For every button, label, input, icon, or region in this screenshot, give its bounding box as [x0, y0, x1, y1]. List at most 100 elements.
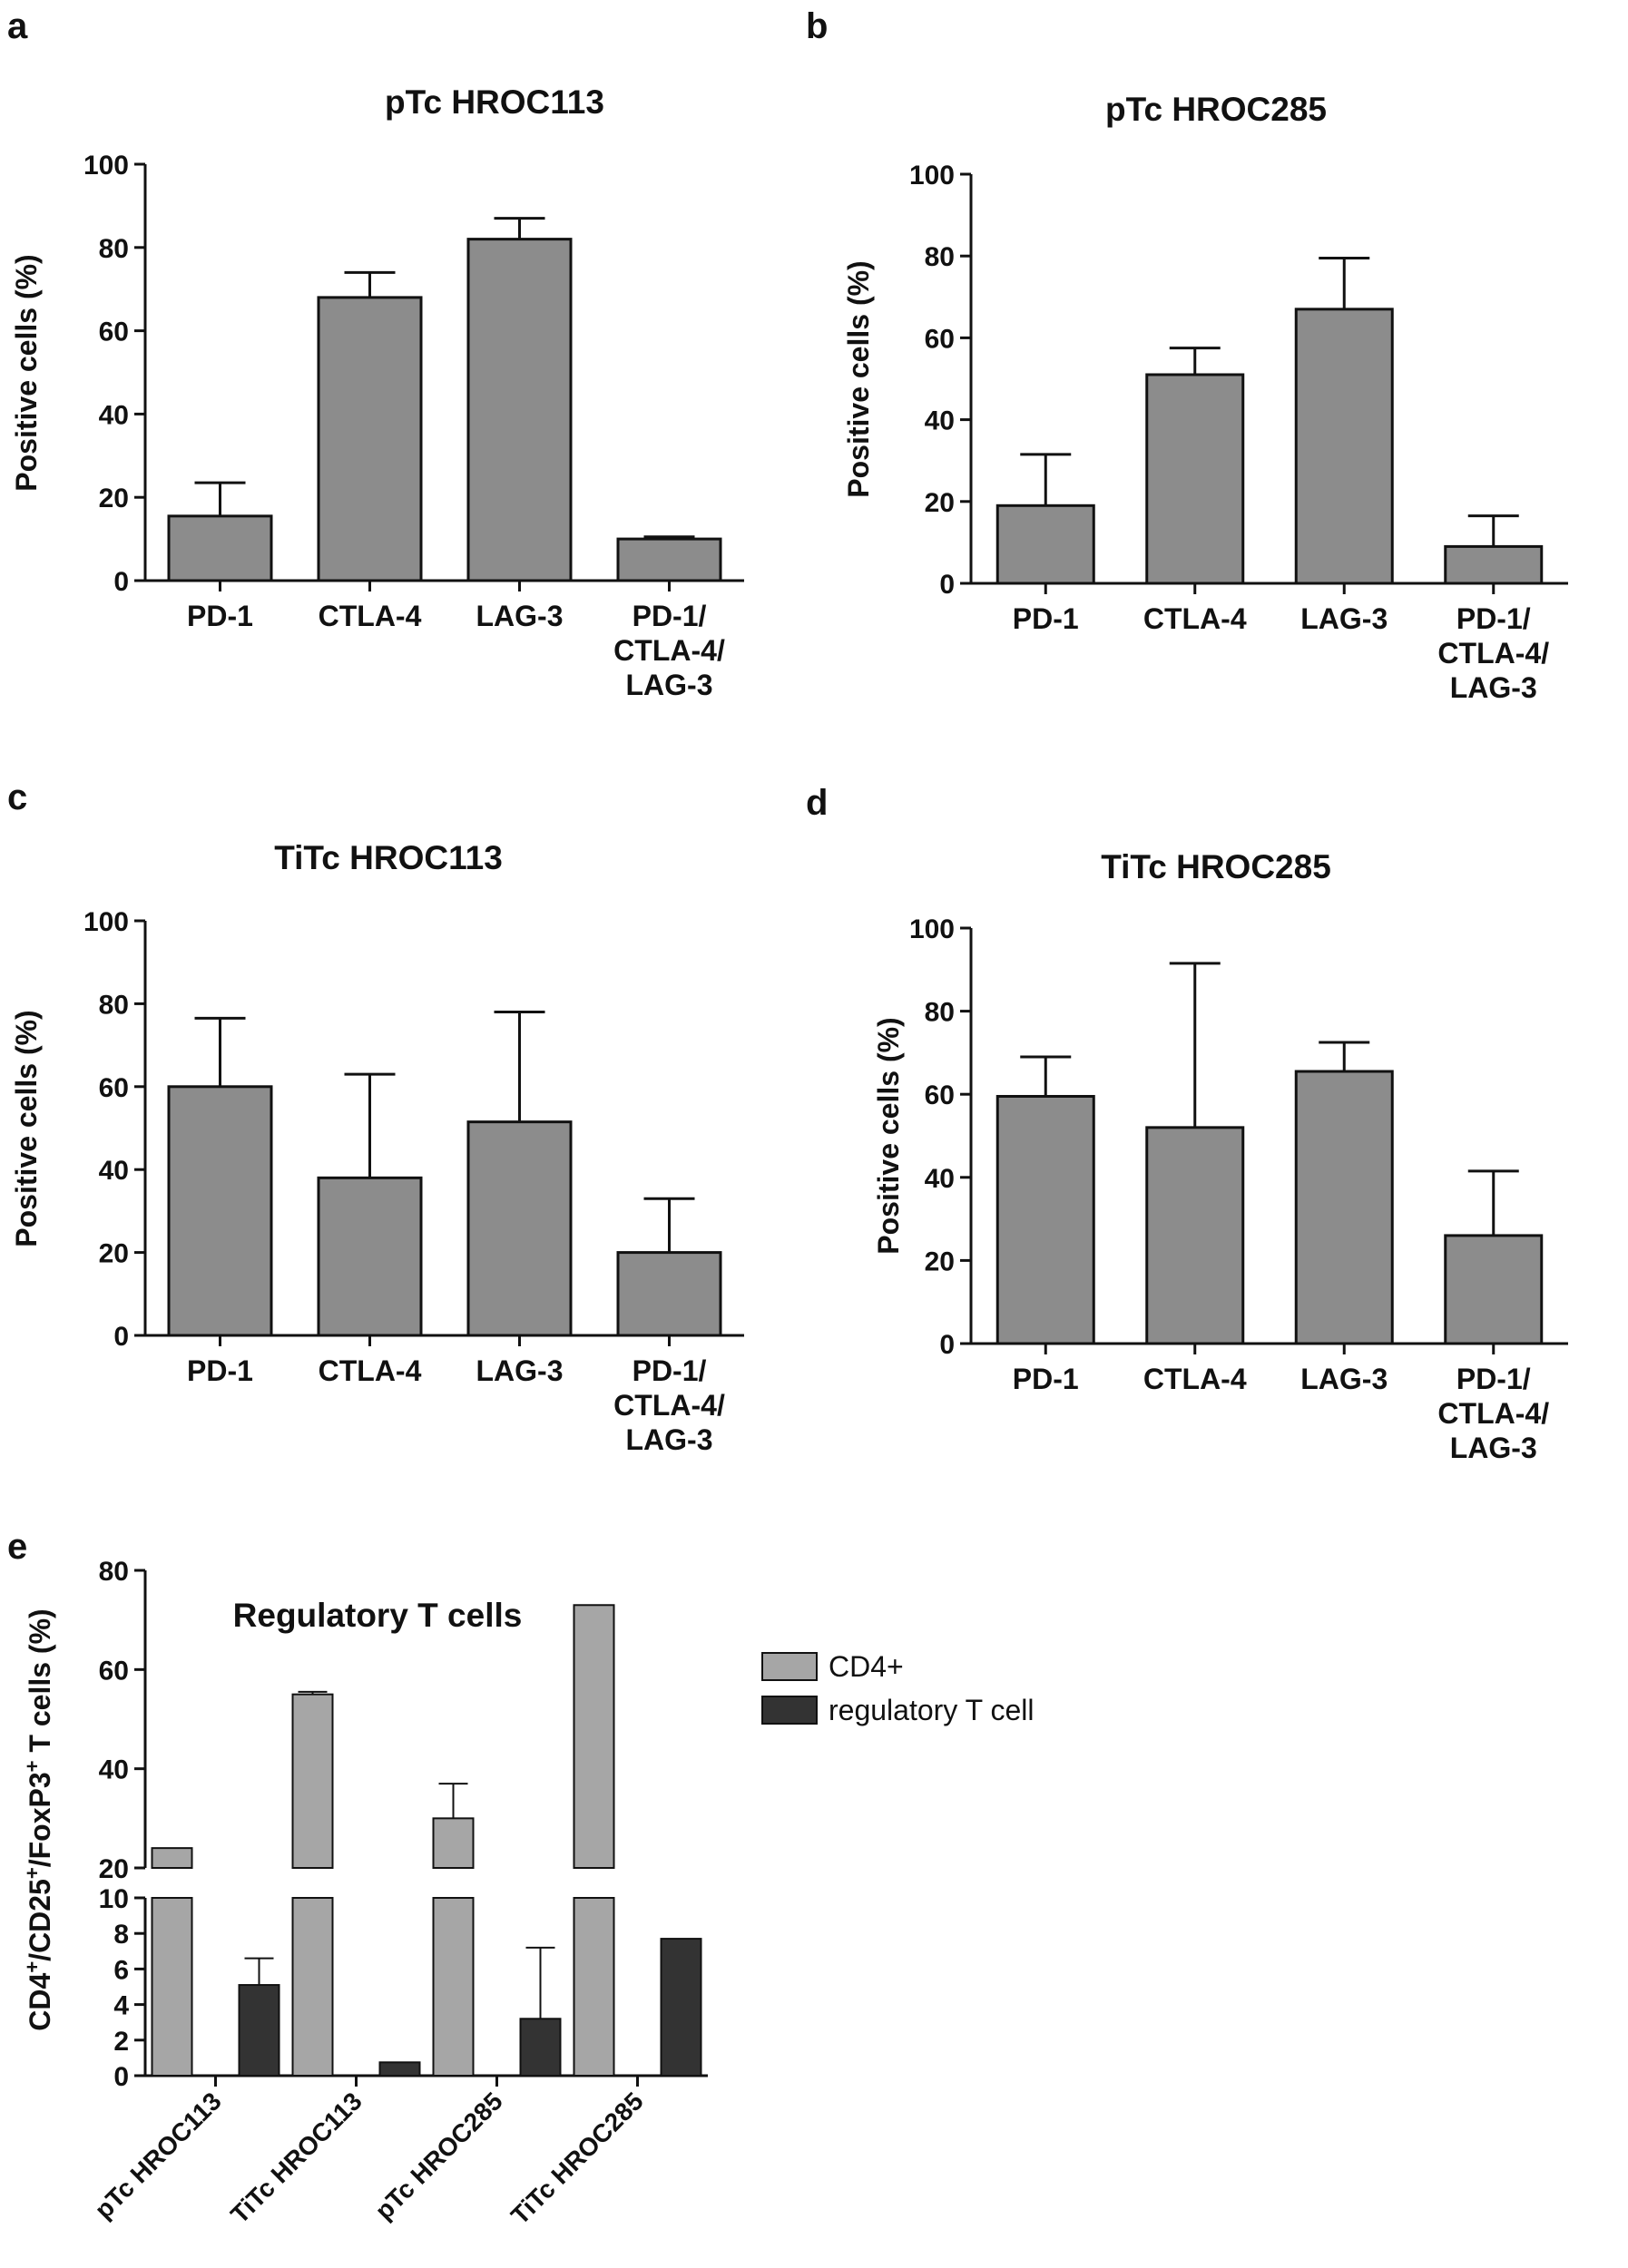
cd4-bar-ptc-hroc113-lower [151, 1897, 193, 2077]
bar-ctla-4 [1145, 373, 1245, 585]
bar-pd-1- [616, 1251, 722, 1337]
panel-letter: b [806, 6, 828, 46]
category-label: pTc HROC285 [369, 2087, 507, 2224]
cd4-bar-ptc-hroc113-upper [151, 1847, 193, 1869]
chart-panel-a: a pTc HROC113 Positive cells (%) 0 20 40 60 80 1… [7, 6, 744, 701]
legend-label: CD4+ [829, 1650, 904, 1683]
category-label: CTLA-4 [319, 1354, 422, 1387]
y-axis-label: CD4+/CD25+/FoxP3+ T cells (%) [21, 1608, 57, 2030]
y-tick-label: 0 [939, 1330, 955, 1360]
y-axis-label: Positive cells (%) [842, 260, 875, 497]
y-tick-label: 40 [925, 406, 955, 436]
legend-swatch-cd4 [761, 1652, 818, 1681]
bar-lag-3 [1294, 308, 1394, 585]
category-label: PD-1/CTLA-4/LAG-3 [1437, 602, 1549, 704]
category-label: TiTc HROC285 [505, 2087, 649, 2230]
cd4-bar-titc-hroc285-lower [573, 1897, 615, 2077]
chart-panel-c: c TiTc HROC113 Positive cells (%) 0 20 40 60 80… [7, 777, 744, 1456]
y-tick-label: 80 [99, 234, 129, 264]
y-tick-label: 20 [99, 1854, 129, 1884]
category-label: LAG-3 [476, 1354, 564, 1387]
category-label: PD-1/CTLA-4/LAG-3 [613, 600, 725, 701]
chart-title: TiTc HROC113 [274, 839, 503, 876]
treg-bar-ptc-hroc113 [238, 1984, 280, 2077]
category-label: LAG-3 [476, 600, 564, 632]
y-tick-label: 100 [909, 161, 955, 191]
bar-pd-1 [167, 1085, 273, 1337]
y-tick-label: 0 [113, 567, 129, 597]
category-label: TiTc HROC113 [225, 2087, 368, 2229]
y-tick-label: 80 [99, 990, 129, 1020]
y-tick-label: 60 [925, 324, 955, 354]
chart-panel-d: d TiTc HROC285 Positive cells (%) 0 20 40 60 80… [806, 783, 1568, 1464]
bar-lag-3 [1294, 1070, 1394, 1345]
chart-panel-e: e Regulatory T cells CD4+/CD25+/FoxP3+ T c… [7, 1527, 1034, 2230]
panel-letter: e [7, 1527, 27, 1567]
bar-pd-1- [1444, 544, 1544, 585]
bar-pd-1- [616, 537, 722, 582]
bar-pd-1 [995, 1094, 1095, 1345]
y-tick-label: 0 [939, 570, 955, 600]
y-tick-label: 20 [99, 1239, 129, 1269]
cd4-bar-titc-hroc113-lower [291, 1897, 334, 2077]
legend: CD4+ regulatory T cell [761, 1650, 1034, 1726]
bar-ctla-4 [1145, 1126, 1245, 1345]
y-tick-label: 20 [99, 484, 129, 513]
bar-pd-1 [167, 514, 273, 582]
y-tick-label: 0 [113, 1322, 129, 1352]
bar-pd-1- [1444, 1234, 1544, 1345]
y-tick-label: 20 [925, 488, 955, 518]
category-label: CTLA-4 [1143, 1363, 1247, 1395]
y-tick-label: 60 [99, 318, 129, 347]
treg-bar-titc-hroc285 [660, 1938, 702, 2077]
cd4-bar-ptc-hroc285-lower [432, 1897, 475, 2077]
category-label: PD-1/CTLA-4/LAG-3 [1437, 1363, 1549, 1464]
chart-title: pTc HROC113 [385, 83, 604, 121]
bar-pd-1 [995, 503, 1095, 585]
chart-title: TiTc HROC285 [1101, 848, 1331, 885]
category-label: CTLA-4 [319, 600, 422, 632]
y-tick-label: 2 [113, 2027, 129, 2057]
y-tick-label: 100 [83, 907, 129, 937]
y-axis-label: Positive cells (%) [10, 1010, 43, 1246]
y-tick-label: 4 [113, 1991, 129, 2021]
y-tick-label: 60 [99, 1656, 129, 1686]
y-tick-label: 0 [113, 2062, 129, 2092]
category-label: PD-1 [187, 600, 253, 632]
treg-bar-ptc-hroc285 [519, 2018, 562, 2077]
bar-ctla-4 [317, 296, 423, 582]
y-axis-label: Positive cells (%) [872, 1017, 905, 1254]
chart-title: pTc HROC285 [1105, 91, 1327, 128]
category-label: LAG-3 [1300, 1363, 1388, 1395]
chart-panel-b: b pTc HROC285 Positive cells (%) 0 20 40 60 80 1… [806, 6, 1568, 704]
panel-letter: a [7, 6, 28, 46]
y-tick-label: 20 [925, 1246, 955, 1276]
cd4-bar-titc-hroc285-upper [573, 1604, 615, 1870]
y-tick-label: 80 [99, 1557, 129, 1587]
bar-lag-3 [466, 238, 573, 582]
y-tick-label: 40 [99, 400, 129, 430]
cd4-bar-ptc-hroc285-upper [432, 1817, 475, 1870]
y-tick-label: 40 [925, 1164, 955, 1194]
panel-letter: d [806, 783, 828, 823]
category-label: pTc HROC113 [89, 2087, 226, 2224]
y-tick-label: 40 [99, 1755, 129, 1785]
legend-label: regulatory T cell [829, 1694, 1034, 1726]
cd4-bar-titc-hroc113-upper [291, 1693, 334, 1869]
y-tick-label: 60 [925, 1080, 955, 1110]
y-tick-label: 40 [99, 1156, 129, 1186]
chart-title: Regulatory T cells [233, 1597, 523, 1634]
bar-ctla-4 [317, 1176, 423, 1337]
panel-letter: c [7, 777, 27, 817]
category-label: CTLA-4 [1143, 602, 1247, 635]
y-tick-label: 80 [925, 242, 955, 272]
y-tick-label: 10 [99, 1884, 129, 1914]
y-tick-label: 100 [909, 914, 955, 944]
y-tick-label: 6 [113, 1955, 129, 1985]
bar-lag-3 [466, 1120, 573, 1337]
category-label: LAG-3 [1300, 602, 1388, 635]
category-label: PD-1 [1013, 1363, 1079, 1395]
y-axis-label: Positive cells (%) [10, 254, 43, 491]
y-tick-label: 80 [925, 998, 955, 1028]
category-label: PD-1 [187, 1354, 253, 1387]
